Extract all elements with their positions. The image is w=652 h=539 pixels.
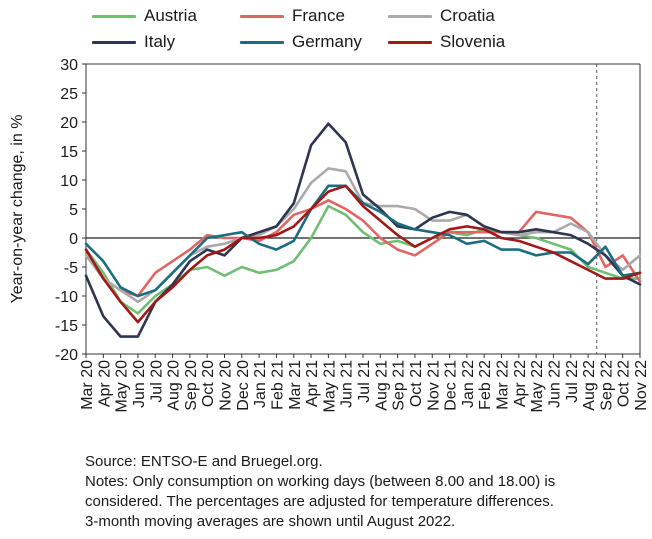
y-tick-label: 0 [69,231,78,248]
x-tick-label: Jul 22 [564,360,581,403]
notes-line-2: considered. The percentages are adjusted… [85,493,554,510]
y-axis-ticks: -20 -15 -10 -5 0 5 10 15 20 25 30 [55,57,86,364]
legend-swatch [92,14,136,18]
legend-label: Slovenia [440,32,506,51]
x-tick-label: Aug 20 [166,360,183,411]
x-tick-label: Mar 21 [287,360,304,410]
legend-label: France [292,6,345,25]
x-tick-label: Sep 20 [183,360,200,411]
y-tick-label: -15 [55,318,78,335]
x-tick-label: Feb 21 [269,360,286,410]
legend-label: Austria [144,6,197,25]
y-tick-label: -5 [64,260,78,277]
legend-label: Germany [292,32,362,51]
x-tick-label: Apr 21 [304,360,321,407]
y-tick-label: 25 [60,86,78,103]
x-tick-label: Dec 21 [443,360,460,411]
notes-line-1: Notes: Only consumption on working days … [85,473,556,490]
legend-label: Italy [144,32,176,51]
x-tick-label: Aug 21 [373,360,390,411]
x-tick-label: Jun 20 [131,360,148,408]
y-axis-label: Year-on-year change, in % [9,115,26,304]
legend-item-austria: Austria [92,6,197,26]
y-tick-label: 15 [60,144,78,161]
legend-item-france: France [240,6,345,26]
x-tick-label: Oct 20 [200,360,217,407]
legend-swatch [388,40,432,44]
notes-line-3: 3-month moving averages are shown until … [85,513,456,530]
x-tick-label: Jan 22 [460,360,477,408]
legend-swatch [388,14,432,18]
y-tick-label: 20 [60,115,78,132]
legend-item-italy: Italy [92,32,175,52]
y-tick-label: 30 [60,57,78,74]
series-lines [84,122,642,338]
x-tick-label: Nov 22 [633,360,650,411]
series-line-italy [84,122,642,338]
chart-notes: Source: ENTSO-E and Bruegel.org. Notes: … [85,452,645,532]
series-line-france [84,199,642,298]
legend-swatch [240,40,284,44]
x-tick-label: May 20 [114,360,131,413]
y-tick-label: 5 [69,202,78,219]
series-line-germany [84,184,642,298]
y-tick-label: 10 [60,173,78,190]
x-tick-label: Jun 21 [339,360,356,408]
x-tick-label: Aug 22 [581,360,598,411]
legend-label: Croatia [440,6,495,25]
x-tick-label: Dec 20 [235,360,252,411]
x-tick-label: Apr 20 [96,360,113,407]
x-axis-ticks: Mar 20 Apr 20 May 20 Jun 20 Jul 20 Aug 20 Sep … [79,354,650,412]
source-note: Source: ENTSO-E and Bruegel.org. [85,453,323,470]
legend-item-slovenia: Slovenia [388,32,505,52]
x-tick-label: Jan 21 [252,360,269,408]
series-line-croatia [84,167,642,304]
x-tick-label: Jun 22 [546,360,563,408]
x-tick-label: Jul 21 [356,360,373,403]
x-tick-label: Mar 22 [495,360,512,410]
y-tick-label: -10 [55,289,78,306]
series-line-austria [84,204,642,315]
x-tick-label: May 22 [529,360,546,413]
x-tick-label: Sep 22 [598,360,615,411]
x-tick-label: Oct 22 [616,360,633,407]
x-tick-label: Oct 21 [408,360,425,407]
x-tick-label: Jul 20 [148,360,165,403]
x-tick-label: Apr 22 [512,360,529,407]
x-tick-label: Feb 22 [477,360,494,410]
series-line-slovenia [84,184,642,324]
x-tick-label: Mar 20 [79,360,96,410]
x-tick-label: Nov 20 [218,360,235,411]
legend-swatch [92,40,136,44]
x-tick-label: Sep 21 [391,360,408,411]
legend-item-croatia: Croatia [388,6,495,26]
legend-swatch [240,14,284,18]
legend-item-germany: Germany [240,32,362,52]
x-tick-label: Nov 21 [425,360,442,411]
y-tick-label: -20 [55,347,78,364]
x-tick-label: May 21 [321,360,338,413]
